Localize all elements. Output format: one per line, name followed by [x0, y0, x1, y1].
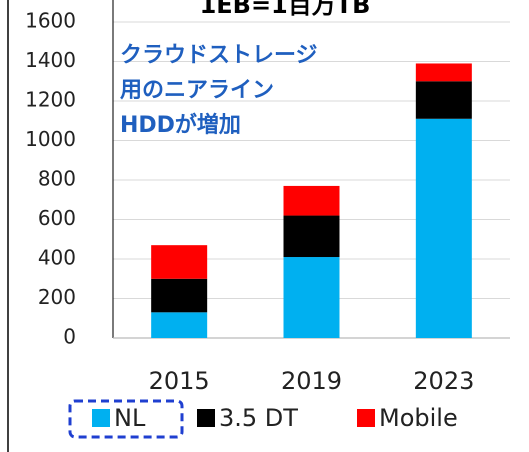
annotation: HDDが増加 [120, 112, 241, 138]
legend-swatch [197, 409, 215, 427]
bar-segment [283, 185, 340, 216]
y-tick-label: 200 [38, 285, 76, 309]
legend-highlight [68, 399, 184, 439]
x-tick-label: 2015 [149, 367, 210, 395]
y-tick-label: 1600 [25, 9, 76, 33]
legend-swatch [357, 409, 375, 427]
y-tick-label: 1400 [25, 48, 76, 72]
bar-segment [151, 278, 208, 313]
annotation: 用のニアライン [120, 78, 274, 103]
y-tick-label: 1000 [25, 127, 76, 151]
x-tick-label: 2019 [281, 367, 342, 395]
bar-segment [151, 245, 208, 279]
legend-label: Mobile [379, 404, 458, 432]
bar-segment [283, 215, 340, 258]
chart-title: 1EB=1百万TB [200, 0, 371, 19]
bar-segment [415, 81, 472, 119]
bar-segment [415, 63, 472, 82]
y-tick-label: 1200 [25, 88, 76, 112]
bar-segment [151, 312, 208, 338]
annotation: クラウドストレージ [120, 43, 318, 68]
bar-segment [283, 257, 340, 338]
legend-swatch [92, 409, 110, 427]
legend-label: NL [114, 404, 146, 432]
y-tick-label: 800 [38, 167, 76, 191]
y-tick-label: 0 [63, 325, 76, 349]
y-tick-label: 600 [38, 206, 76, 230]
x-tick-label: 2023 [413, 367, 474, 395]
bar-segment [415, 118, 472, 339]
y-tick-label: 400 [38, 246, 76, 270]
legend-label: 3.5 DT [219, 404, 298, 432]
